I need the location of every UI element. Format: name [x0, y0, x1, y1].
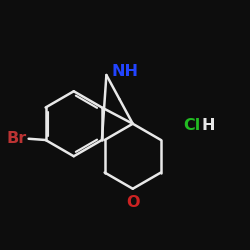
Text: Cl: Cl [183, 118, 200, 132]
Text: H: H [201, 118, 215, 132]
Text: O: O [126, 195, 140, 210]
Text: Br: Br [6, 131, 26, 146]
Text: NH: NH [112, 64, 139, 80]
